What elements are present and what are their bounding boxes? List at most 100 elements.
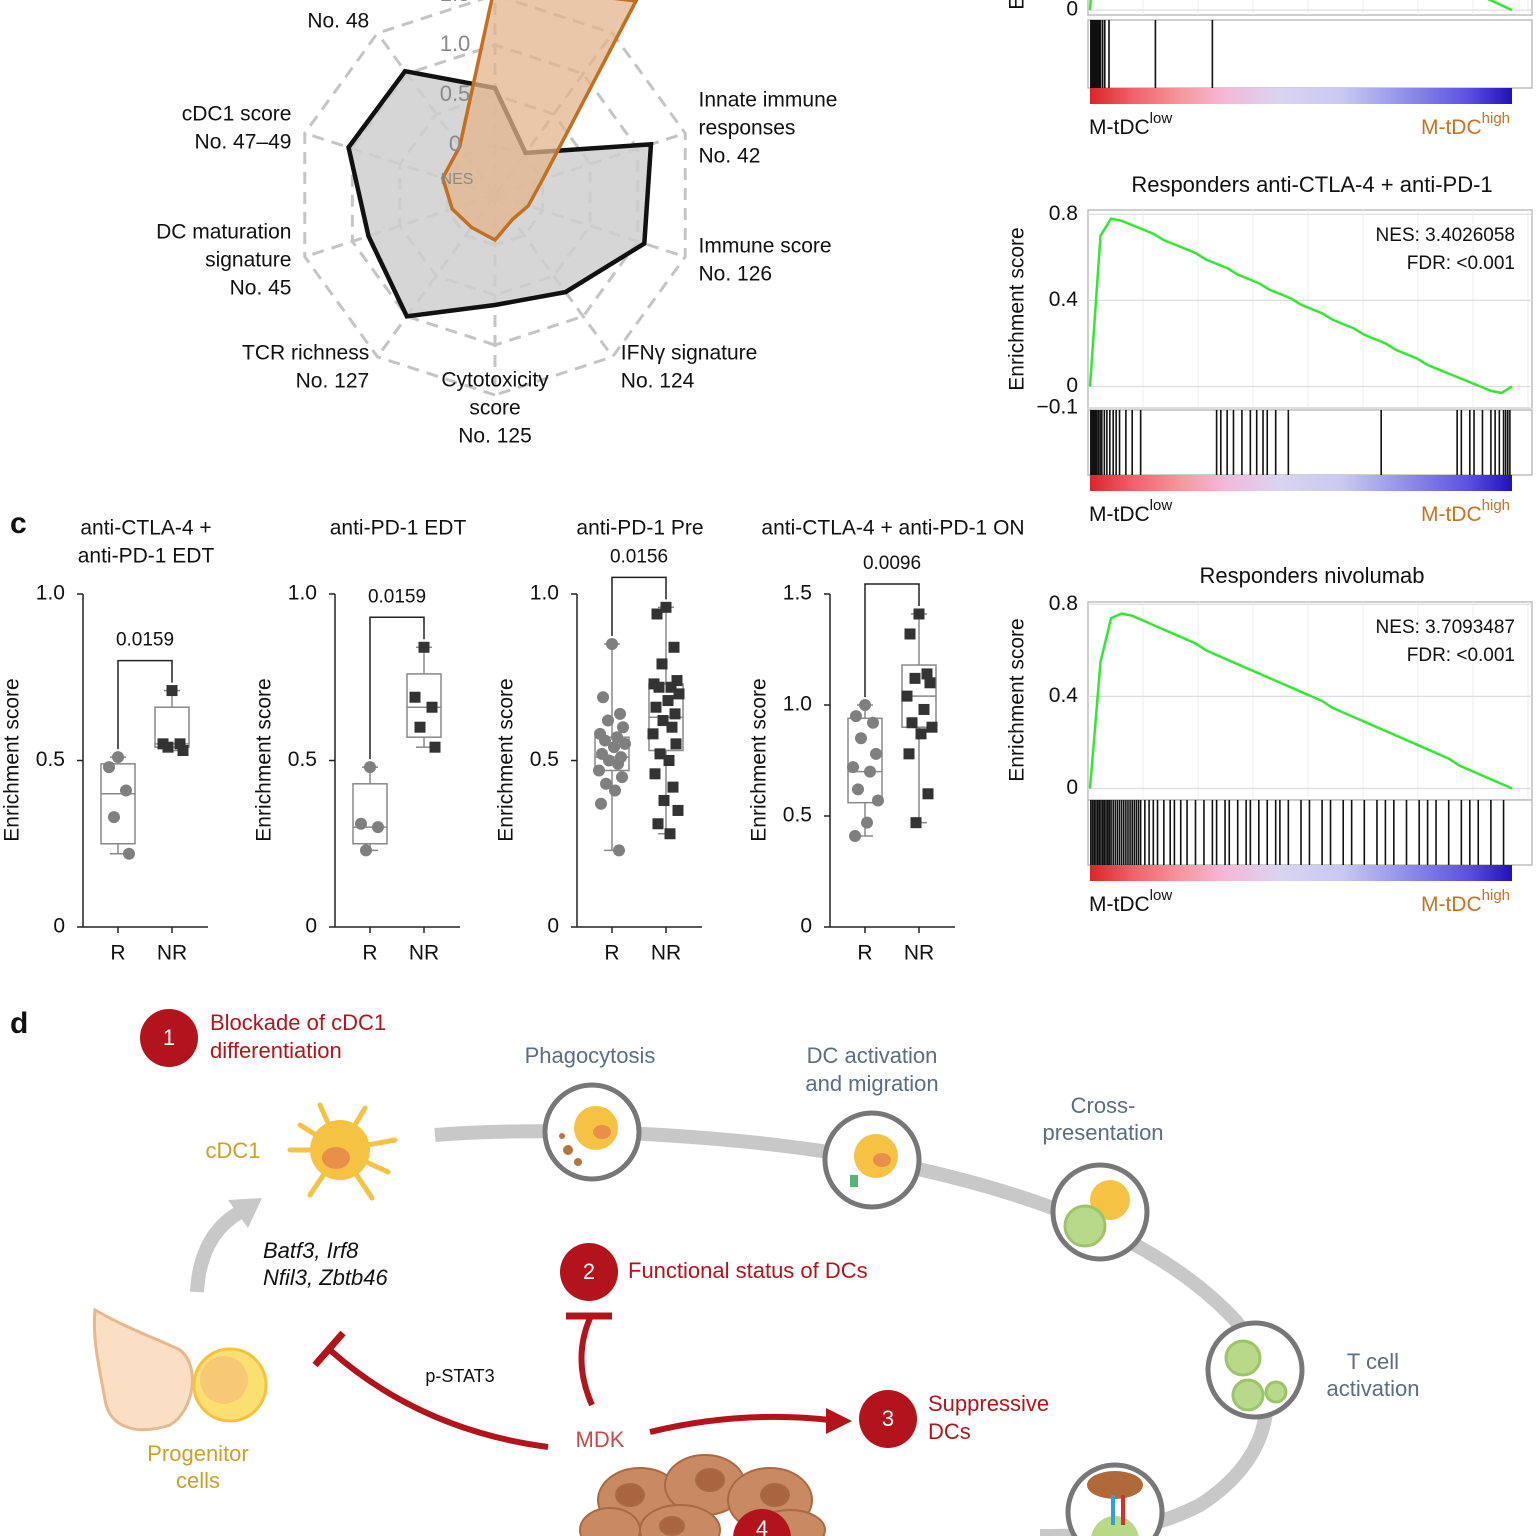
y-tick-label: 0: [800, 915, 812, 938]
y-tick-label: 0: [547, 915, 559, 938]
p-value: 0.0096: [863, 553, 921, 574]
point: [672, 804, 684, 816]
point: [906, 717, 918, 729]
point: [910, 817, 922, 829]
axis-label: responses: [699, 116, 796, 139]
point: [654, 748, 666, 760]
pathway-arc: [434, 1124, 1274, 1536]
step-number: 1: [163, 1025, 175, 1050]
rank-color-bar: [1090, 88, 1512, 104]
step-number: 2: [583, 1259, 595, 1284]
point: [867, 716, 879, 729]
point: [913, 608, 925, 620]
point: [855, 732, 867, 745]
significance-bracket: [369, 616, 425, 760]
stage-label: and migration: [805, 1071, 938, 1096]
ring-label: 0: [449, 131, 461, 156]
point: [926, 721, 938, 733]
y-tick-label: 0: [1066, 374, 1078, 397]
nes: NES: 3.7093487: [1376, 617, 1515, 638]
x-tick-label: NR: [409, 942, 439, 965]
point: [901, 690, 913, 702]
low-label-sup: low: [1150, 110, 1173, 127]
y-tick-label: 1.0: [36, 582, 65, 605]
stage-icon: [542, 1082, 642, 1182]
low-label-sup: low: [1150, 497, 1173, 514]
y-tick-label: 1.0: [783, 693, 812, 716]
axis-label: No. 127: [296, 370, 370, 393]
panel-label: d: [10, 1007, 28, 1040]
p-value: 0.0159: [368, 586, 426, 607]
y-tick-label: 1.0: [530, 582, 559, 605]
stage-label: DC activation: [807, 1043, 938, 1068]
point: [668, 641, 680, 653]
point: [852, 783, 864, 796]
point: [864, 765, 876, 778]
point: [667, 781, 679, 793]
point: [166, 685, 178, 697]
step-number: 4: [756, 1516, 768, 1536]
x-tick-label: NR: [904, 942, 934, 965]
cdc1-cell: [287, 1102, 398, 1201]
point: [658, 794, 670, 806]
low-label: M-tDClow: [1089, 110, 1172, 139]
y-tick-label: 0.8: [1049, 202, 1078, 225]
point: [918, 703, 930, 715]
x-tick-label: NR: [157, 942, 187, 965]
point: [606, 637, 618, 650]
high-label-sup: high: [1482, 497, 1510, 514]
point: [597, 691, 609, 704]
axis-label: TCR richness: [242, 342, 369, 365]
y-axis-label: Enrichment score: [1006, 618, 1029, 781]
ring-label: 1.0: [440, 31, 471, 56]
point: [665, 681, 677, 693]
point: [418, 641, 430, 653]
nes: NES: 3.4026058: [1376, 225, 1515, 246]
y-tick-label: 1.0: [288, 582, 317, 605]
high-label-sup: high: [1482, 887, 1510, 904]
point: [859, 699, 871, 711]
high-label-sup: high: [1482, 110, 1510, 127]
point: [355, 817, 367, 830]
point: [426, 701, 438, 713]
point: [664, 828, 676, 840]
point: [903, 748, 915, 760]
step-marker: [560, 1243, 618, 1301]
hit-panel: [1087, 409, 1533, 476]
y-tick-label: 0.5: [288, 748, 317, 771]
enrichment-curve: [1088, 217, 1513, 395]
step-text: DCs: [928, 1419, 971, 1444]
point: [670, 738, 682, 750]
low-label-text: M-tDC: [1089, 116, 1150, 139]
box: [352, 783, 388, 845]
rank-color-bar: [1090, 475, 1512, 491]
y-tick-label: 0.5: [530, 748, 559, 771]
point: [611, 731, 623, 744]
axis-label: IFNγ signature: [621, 342, 758, 365]
axis-label: Cytotoxicity: [441, 369, 549, 392]
step-marker: [859, 1390, 917, 1448]
axis-label: DC maturation: [156, 221, 291, 244]
p-value: 0.0156: [610, 546, 668, 567]
point: [669, 708, 681, 720]
point: [603, 754, 615, 767]
y-tick-label: 0: [1066, 776, 1078, 799]
enrichment-curve: [1088, 612, 1513, 790]
step-text: Suppressive: [928, 1391, 1049, 1416]
radar-area: [440, 0, 639, 243]
low-label: M-tDClow: [1089, 497, 1172, 526]
low-label-text: M-tDC: [1089, 893, 1150, 916]
arrow: [649, 1413, 831, 1435]
tumor-cells: [579, 1454, 826, 1536]
axis-label: score: [469, 397, 520, 420]
y-tick-label: 0.5: [36, 748, 65, 771]
point: [847, 761, 859, 774]
point: [112, 751, 124, 764]
y-tick-label: 0.8: [1049, 592, 1078, 615]
axis-label: No. 124: [621, 370, 695, 393]
y-tick-label: 0: [305, 915, 317, 938]
point: [662, 695, 674, 707]
arrowhead: [228, 1198, 262, 1228]
